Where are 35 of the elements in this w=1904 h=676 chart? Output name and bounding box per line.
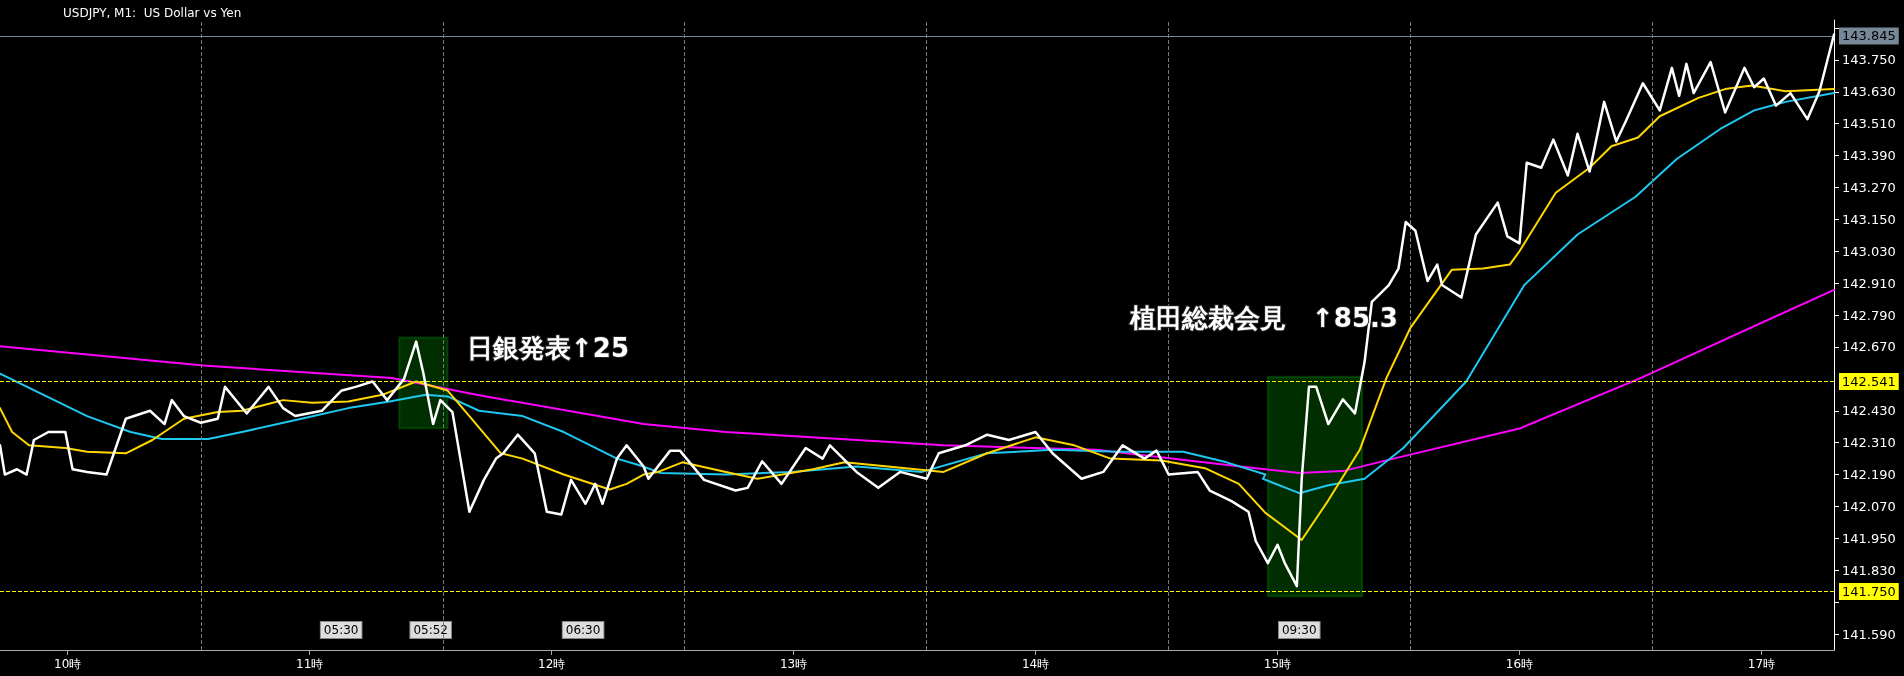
x-tick-label: 15時 — [1263, 657, 1292, 671]
y-tick-label: 142.070 — [1842, 498, 1896, 514]
y-tick-label: 143.510 — [1842, 116, 1896, 132]
x-tick-label: 12時 — [538, 657, 566, 671]
y-tick-label: 142.430 — [1842, 403, 1896, 419]
y-tick-label: 143.630 — [1842, 84, 1896, 100]
x-tick-label: 13時 — [779, 657, 808, 671]
y-tick-label: 143.030 — [1842, 243, 1896, 259]
y-tick-label: 142.910 — [1842, 275, 1896, 291]
y-tick-label: 143.270 — [1842, 179, 1896, 195]
y-tick-label: 142.670 — [1842, 339, 1896, 355]
annotation: 06:30 — [565, 623, 601, 637]
annotation: 日銀発表↑25 — [467, 333, 629, 363]
y-tick-label: 143.750 — [1842, 52, 1896, 68]
y-tick-label: 143.150 — [1842, 211, 1896, 227]
ref-line-label: 142.541 — [1842, 374, 1896, 390]
annotation: 09:30 — [1281, 623, 1317, 637]
line-series — [0, 288, 1835, 474]
x-tick-label: 10時 — [54, 657, 82, 671]
y-tick-label: 142.790 — [1842, 307, 1896, 323]
y-tick-label: 143.390 — [1842, 148, 1896, 164]
annotation: 05:52 — [413, 623, 448, 637]
chart-title: USDJPY, M1: US Dollar vs Yen — [63, 6, 242, 20]
y-tick-label: 142.310 — [1842, 435, 1896, 451]
y-tick-label: 141.950 — [1842, 530, 1896, 546]
x-tick-label: 16時 — [1505, 657, 1534, 671]
x-tick-label: 11時 — [296, 657, 324, 671]
x-tick-label: 14時 — [1021, 657, 1050, 671]
ref-line-label: 141.750 — [1842, 584, 1896, 600]
annotation: 05:30 — [323, 623, 359, 637]
y-tick-label: 141.590 — [1842, 626, 1896, 642]
ref-line-label: 143.845 — [1842, 28, 1896, 44]
x-tick-label: 17時 — [1747, 657, 1776, 671]
y-tick-label: 142.190 — [1842, 467, 1896, 483]
y-tick-label: 141.830 — [1842, 562, 1896, 578]
